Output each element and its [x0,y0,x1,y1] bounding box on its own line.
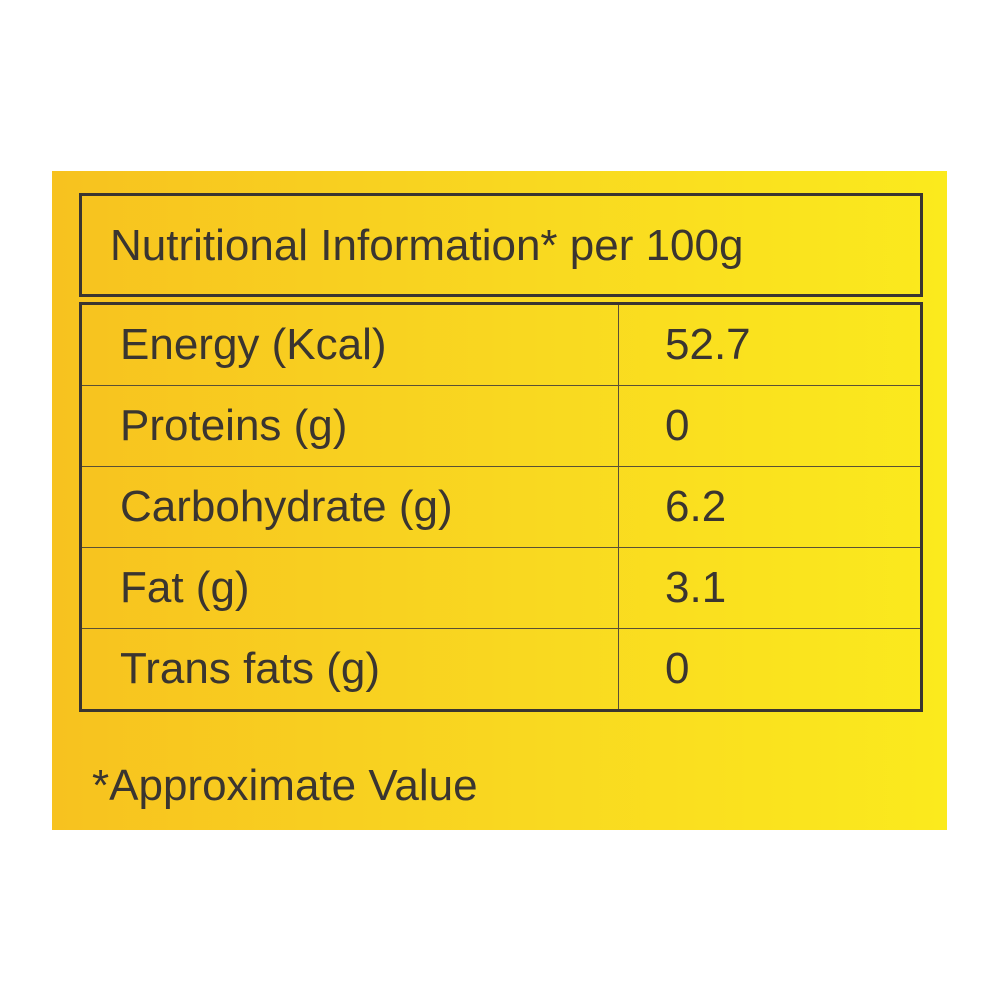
table-row: Proteins (g) 0 [80,385,922,467]
value-cell: 52.7 [618,303,922,386]
table-title: Nutritional Information* per 100g [79,193,923,297]
value-cell: 6.2 [618,466,922,548]
value-cell: 0 [618,385,922,467]
label-cell: Carbohydrate (g) [80,466,619,548]
table-row: Energy (Kcal) 52.7 [80,303,922,386]
label-cell: Proteins (g) [80,385,619,467]
table-row: Trans fats (g) 0 [80,628,922,711]
table-row: Carbohydrate (g) 6.2 [80,466,922,548]
label-cell: Trans fats (g) [80,628,619,711]
label-cell: Fat (g) [80,547,619,629]
footnote: *Approximate Value [92,761,478,810]
nutrition-panel: Nutritional Information* per 100g Energy… [52,171,947,830]
label-cell: Energy (Kcal) [80,303,619,386]
table-row: Fat (g) 3.1 [80,547,922,629]
value-cell: 0 [618,628,922,711]
value-cell: 3.1 [618,547,922,629]
nutrition-table: Energy (Kcal) 52.7 Proteins (g) 0 Carbohydra… [79,302,923,712]
